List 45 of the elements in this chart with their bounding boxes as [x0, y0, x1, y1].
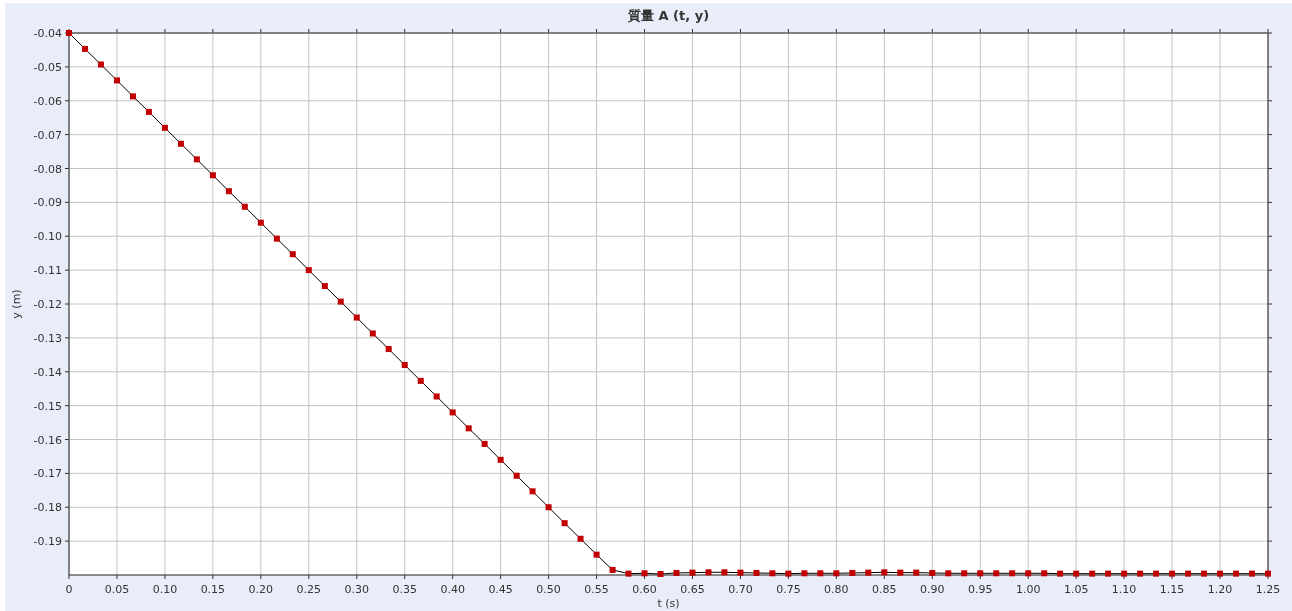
x-tick-label: 0.20	[248, 583, 274, 596]
y-tick-label: -0.13	[33, 331, 62, 345]
y-tick-label: -0.19	[33, 535, 62, 549]
y-tick-label: -0.15	[33, 399, 62, 413]
y-tick-label: -0.04	[33, 27, 62, 40]
y-tick-label: -0.10	[33, 230, 62, 244]
chart-title: 質量 A (t, y)	[626, 8, 710, 23]
x-tick-label: 0.80	[824, 583, 849, 596]
y-tick-label: -0.17	[33, 467, 62, 481]
x-tick-label: 1.25	[1255, 583, 1281, 596]
y-tick-label: -0.14	[33, 365, 62, 379]
x-tick-label: 0.75	[776, 583, 801, 596]
x-tick-label: 0.15	[200, 583, 226, 596]
x-tick-label: 0.90	[920, 583, 945, 596]
y-tick-label: -0.08	[33, 162, 62, 176]
y-tick-label: -0.12	[33, 298, 62, 311]
x-tick-label: 0.45	[488, 583, 513, 596]
x-tick-label: 0.60	[632, 583, 657, 596]
y-tick-label: -0.11	[33, 264, 62, 278]
x-tick-label: 0.30	[344, 583, 370, 596]
x-tick-label: 0.40	[440, 583, 465, 596]
y-axis-title: y (m)	[10, 289, 23, 319]
x-axis-title: t (s)	[657, 597, 680, 610]
x-tick-label: 1.10	[1111, 583, 1137, 596]
x-tick-label: 0.35	[392, 583, 417, 596]
y-tick-label: -0.07	[33, 128, 62, 142]
x-tick-label: 0.85	[872, 583, 897, 596]
x-tick-label: 0.10	[152, 583, 178, 596]
y-tick-label: -0.05	[33, 60, 62, 74]
x-tick-label: 0.50	[536, 583, 561, 596]
x-tick-label: 0.55	[584, 583, 609, 596]
x-tick-label: 0	[65, 583, 73, 596]
y-tick-label: -0.18	[33, 501, 62, 515]
x-tick-label: 0.70	[728, 583, 753, 596]
x-tick-label: 0.25	[296, 583, 322, 596]
y-tick-label: -0.09	[33, 196, 62, 210]
x-tick-label: 1.00	[1015, 583, 1041, 596]
x-tick-label: 0.65	[680, 583, 705, 596]
y-tick-label: -0.16	[33, 433, 62, 447]
x-tick-label: 1.15	[1159, 583, 1185, 596]
x-tick-label: 0.05	[104, 583, 130, 596]
y-tick-label: -0.06	[33, 94, 62, 108]
x-tick-label: 1.05	[1063, 583, 1089, 596]
x-tick-label: 0.95	[967, 583, 993, 596]
x-tick-label: 1.20	[1207, 583, 1233, 596]
